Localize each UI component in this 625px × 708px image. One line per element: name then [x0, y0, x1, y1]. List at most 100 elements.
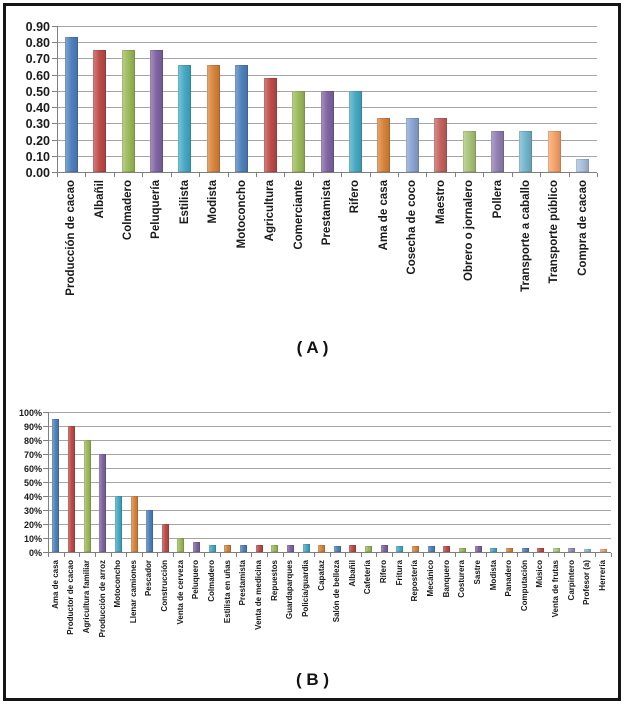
gridline: [48, 510, 611, 511]
x-tick-label: Sastre: [472, 560, 482, 585]
y-axis-line: [57, 26, 58, 173]
y-axis-tick: [43, 510, 48, 511]
y-axis-tick: [52, 91, 57, 92]
y-axis-tick: [43, 454, 48, 455]
y-tick-label: 0.30: [25, 116, 50, 131]
x-axis-tick: [408, 553, 409, 557]
bar: [599, 549, 607, 552]
x-axis-tick: [398, 173, 399, 177]
x-tick-label: Panadero: [504, 560, 514, 597]
x-axis-tick: [376, 553, 377, 557]
bar-slot: [408, 412, 424, 552]
bar: [318, 545, 326, 552]
bar-slot: [517, 412, 533, 552]
bar: [114, 496, 122, 552]
bar-slot: [540, 26, 568, 172]
x-tick-label: Venta de medicina: [253, 560, 263, 630]
bar-slot: [341, 26, 369, 172]
x-axis-tick: [426, 173, 427, 177]
x-tick-label: Banquero: [441, 560, 451, 598]
x-label-slot: Repuestos: [267, 560, 283, 664]
y-tick-label: 0%: [28, 547, 42, 558]
gridline: [48, 412, 611, 413]
x-axis-tick: [533, 553, 534, 557]
x-axis-tick: [361, 553, 362, 557]
bar-slot: [533, 412, 549, 552]
x-axis-tick: [48, 553, 49, 557]
x-axis-tick: [111, 553, 112, 557]
gridline: [48, 426, 611, 427]
x-axis-tick: [142, 173, 143, 177]
x-tick-label: Guardaparques: [285, 560, 295, 620]
x-axis-tick: [370, 173, 371, 177]
bar: [412, 546, 420, 552]
bar-slot: [361, 412, 377, 552]
y-tick-label: 0.40: [25, 100, 50, 115]
x-tick-label: Productor de cacao: [66, 560, 76, 635]
x-axis-tick: [512, 173, 513, 177]
bar: [443, 546, 451, 552]
gridline: [48, 538, 611, 539]
x-tick-label: Repuestos: [269, 560, 279, 601]
bar: [434, 118, 448, 172]
x-label-slot: Venta de cerveza: [173, 560, 189, 664]
bar: [93, 50, 107, 172]
x-label-slot: Construcción: [157, 560, 173, 664]
y-tick-label: 50%: [23, 477, 42, 488]
x-label-slot: Cafetería: [361, 560, 377, 664]
plot-area: [48, 412, 611, 552]
plot-area: [57, 26, 597, 172]
bar-slot: [314, 412, 330, 552]
bar-slot: [199, 26, 227, 172]
x-label-slot: Pescador: [142, 560, 158, 664]
x-axis-tick: [313, 173, 314, 177]
bar: [380, 545, 388, 552]
y-axis-tick: [43, 468, 48, 469]
bar: [519, 131, 533, 172]
y-tick-label: 100%: [18, 407, 42, 418]
bar: [206, 65, 220, 172]
x-tick-label: Profesor (a): [582, 560, 592, 605]
bar-slot: [220, 412, 236, 552]
x-axis-tick: [298, 553, 299, 557]
gridline: [48, 440, 611, 441]
bar-slot: [85, 26, 113, 172]
bar: [178, 65, 192, 172]
bar-slot: [283, 412, 299, 552]
x-tick-label: Repostería: [410, 560, 420, 602]
gridline: [48, 454, 611, 455]
bar: [396, 546, 404, 552]
x-tick-label: Llenar camiones: [128, 560, 138, 624]
bar: [161, 524, 169, 552]
x-tick-label: Venta de frutas: [551, 560, 561, 618]
bar-slot: [256, 26, 284, 172]
bar-slot: [483, 26, 511, 172]
x-tick-label: Costurera: [457, 560, 467, 598]
x-label-slot: Repostería: [408, 560, 424, 664]
x-label-slot: Estilista en uñas: [220, 560, 236, 664]
x-axis-tick: [486, 553, 487, 557]
gridline: [57, 26, 597, 27]
x-label-slot: Colmadero: [204, 560, 220, 664]
gridline: [57, 58, 597, 59]
y-tick-label: 0.20: [25, 133, 50, 148]
x-label-slot: Producción de arroz: [95, 560, 111, 664]
bar-slot: [95, 412, 111, 552]
x-axis-labels: Ama de casa Productor de cacao Agricultura…: [48, 560, 611, 664]
x-tick-label: Colmadero: [207, 560, 217, 602]
x-axis-tick: [126, 553, 127, 557]
bar-slot: [111, 412, 127, 552]
chart-b-caption: ( B ): [295, 670, 330, 689]
x-tick-label: Salón de belleza: [332, 560, 342, 623]
y-tick-label: 0.60: [25, 68, 50, 83]
bar-slot: [502, 412, 518, 552]
x-axis-tick: [79, 553, 80, 557]
y-axis-tick: [52, 123, 57, 124]
bar-slot: [236, 412, 252, 552]
gridline: [48, 482, 611, 483]
bar-slot: [171, 26, 199, 172]
x-label-slot: Herrería: [595, 560, 611, 664]
x-label-slot: Albañil: [345, 560, 361, 664]
